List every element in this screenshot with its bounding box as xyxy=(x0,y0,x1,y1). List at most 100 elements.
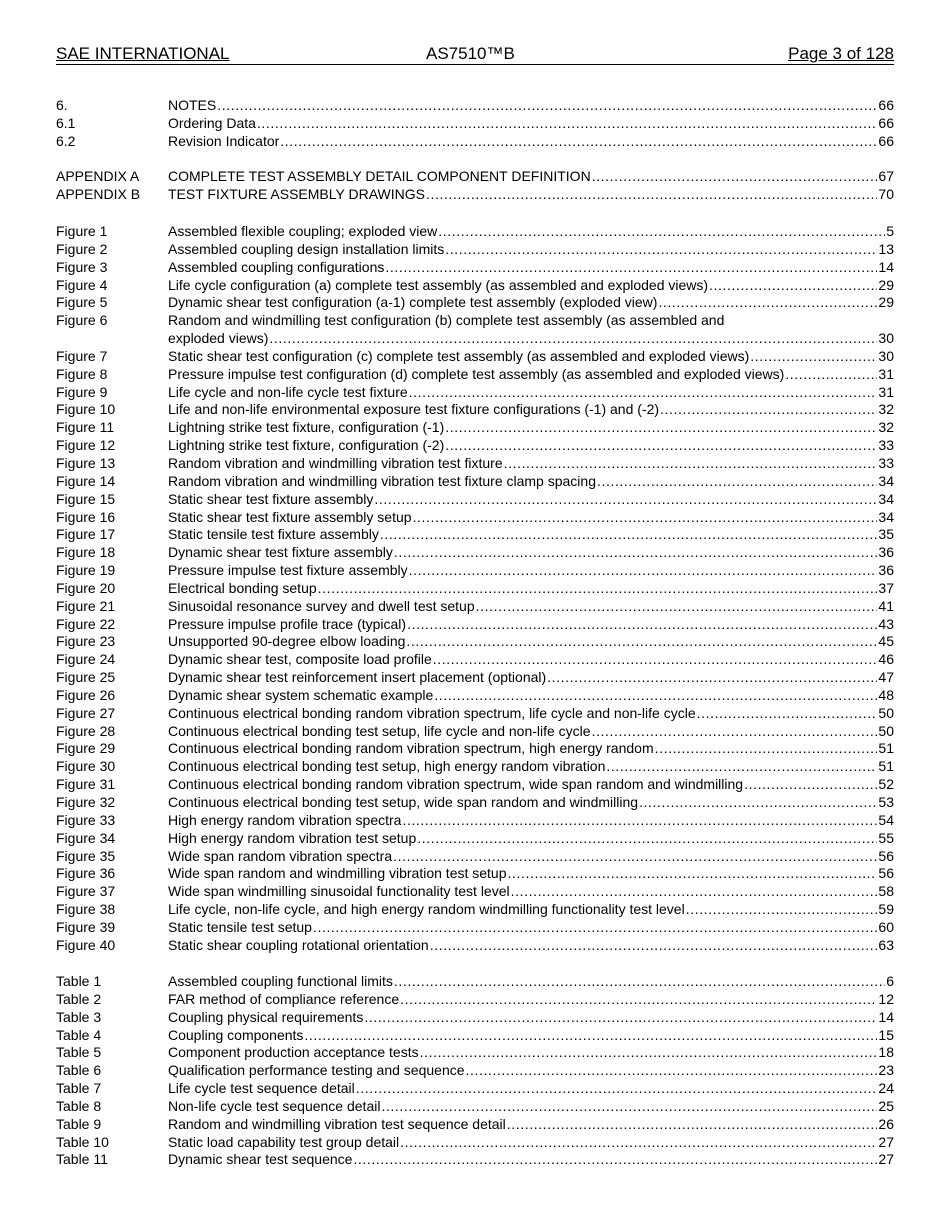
entry-page: 46 xyxy=(878,651,894,668)
dot-leader xyxy=(407,616,877,634)
toc-entry-continuation[interactable]: exploded views) 30 xyxy=(56,330,894,348)
toc-entry[interactable]: Figure 1 Assembled flexible coupling; exp… xyxy=(56,223,894,241)
dot-leader xyxy=(709,277,877,295)
dot-leader xyxy=(750,348,877,366)
toc-entry[interactable]: Figure 4 Life cycle configuration (a) com… xyxy=(56,277,894,295)
toc-entry[interactable]: Figure 15 Static shear test fixture assem… xyxy=(56,491,894,509)
dot-leader xyxy=(413,509,878,527)
toc-entry[interactable]: Table 10 Static load capability test grou… xyxy=(56,1134,894,1152)
toc-entry[interactable]: Figure 26 Dynamic shear system schematic … xyxy=(56,687,894,705)
toc-entry[interactable]: Figure 7 Static shear test configuration … xyxy=(56,348,894,366)
dot-leader xyxy=(280,133,877,151)
toc-entry[interactable]: Figure 8 Pressure impulse test configurat… xyxy=(56,366,894,384)
dot-leader xyxy=(592,168,878,186)
toc-entry[interactable]: Figure 18 Dynamic shear test fixture asse… xyxy=(56,544,894,562)
dot-leader xyxy=(269,330,877,348)
toc-entry[interactable]: Table 3 Coupling physical requirements 14 xyxy=(56,1009,894,1027)
entry-page: 58 xyxy=(878,883,894,900)
entry-label: Table 4 xyxy=(56,1026,102,1043)
dot-leader xyxy=(508,865,878,883)
entry-page: 24 xyxy=(878,1080,894,1097)
toc-entry[interactable]: Figure 3 Assembled coupling configuration… xyxy=(56,259,894,277)
toc-entry[interactable]: Figure 36 Wide span random and windmillin… xyxy=(56,865,894,883)
toc-entry[interactable]: Table 6 Qualification performance testing… xyxy=(56,1062,894,1080)
toc-entry[interactable]: Figure 13 Random vibration and windmillin… xyxy=(56,455,894,473)
entry-label: Figure 18 xyxy=(56,544,116,561)
toc-entry[interactable]: Table 11 Dynamic shear test sequence 27 xyxy=(56,1151,894,1169)
entry-title: Static shear test fixture assembly setup xyxy=(168,508,412,525)
toc-entry[interactable]: Figure 32 Continuous electrical bonding t… xyxy=(56,794,894,812)
entry-label: Figure 34 xyxy=(56,829,116,846)
toc-entry[interactable]: Figure 9 Life cycle and non-life cycle te… xyxy=(56,384,894,402)
toc-entry[interactable]: Figure 28 Continuous electrical bonding t… xyxy=(56,723,894,741)
entry-title: Random and windmilling test configuratio… xyxy=(168,312,725,329)
entry-page: 59 xyxy=(878,901,894,918)
toc-entry[interactable]: Table 4 Coupling components 15 xyxy=(56,1027,894,1045)
toc-entry[interactable]: 6.2 Revision Indicator 66 xyxy=(56,133,894,151)
toc-entry[interactable]: Figure 37 Wide span windmilling sinusoida… xyxy=(56,883,894,901)
entry-label: Figure 21 xyxy=(56,597,116,614)
toc-entry[interactable]: Figure 21 Sinusoidal resonance survey and… xyxy=(56,598,894,616)
entry-label: Figure 5 xyxy=(56,294,108,311)
entry-page: 13 xyxy=(878,240,894,257)
entry-title: Life cycle configuration (a) complete te… xyxy=(168,276,709,293)
toc-entry[interactable]: Table 5 Component production acceptance t… xyxy=(56,1044,894,1062)
toc-entry[interactable]: Figure 10 Life and non-life environmental… xyxy=(56,401,894,419)
toc-entry[interactable]: Figure 31 Continuous electrical bonding r… xyxy=(56,776,894,794)
toc-entry[interactable]: 6. NOTES 66 xyxy=(56,97,894,115)
entry-page: 34 xyxy=(878,490,894,507)
toc-entry[interactable]: Figure 19 Pressure impulse test fixture a… xyxy=(56,562,894,580)
toc-entry[interactable]: Figure 29 Continuous electrical bonding r… xyxy=(56,740,894,758)
toc-entry[interactable]: Figure 38 Life cycle, non-life cycle, and… xyxy=(56,901,894,919)
toc-entry[interactable]: Table 1 Assembled coupling functional lim… xyxy=(56,973,894,991)
entry-title: Life cycle test sequence detail xyxy=(168,1080,355,1097)
toc-entry[interactable]: Figure 5 Dynamic shear test configuration… xyxy=(56,294,894,312)
entry-title: High energy random vibration spectra xyxy=(168,811,402,828)
toc-entry[interactable]: APPENDIX A COMPLETE TEST ASSEMBLY DETAIL … xyxy=(56,168,894,186)
entry-page: 18 xyxy=(878,1044,894,1061)
dot-leader xyxy=(511,883,878,901)
toc-entry[interactable]: Table 8 Non-life cycle test sequence deta… xyxy=(56,1098,894,1116)
toc-entry[interactable]: Figure 30 Continuous electrical bonding t… xyxy=(56,758,894,776)
entry-title: Qualification performance testing and se… xyxy=(168,1062,465,1079)
toc-entry[interactable]: Figure 2 Assembled coupling design instal… xyxy=(56,241,894,259)
toc-entry[interactable]: Table 2 FAR method of compliance referenc… xyxy=(56,991,894,1009)
toc-entry[interactable]: Figure 11 Lightning strike test fixture, … xyxy=(56,419,894,437)
toc-entry[interactable]: Figure 14 Random vibration and windmillin… xyxy=(56,473,894,491)
toc-entry[interactable]: Figure 35 Wide span random vibration spec… xyxy=(56,848,894,866)
toc-entry[interactable]: Figure 34 High energy random vibration te… xyxy=(56,830,894,848)
dot-leader xyxy=(639,794,877,812)
entry-page: 70 xyxy=(878,185,894,202)
entry-title: Random vibration and windmilling vibrati… xyxy=(168,472,596,489)
toc-entry[interactable]: Figure 6 Random and windmilling test conf… xyxy=(56,312,894,330)
dot-leader xyxy=(592,723,878,741)
toc-entry[interactable]: 6.1 Ordering Data 66 xyxy=(56,115,894,133)
entry-label: Figure 9 xyxy=(56,383,108,400)
entry-title: COMPLETE TEST ASSEMBLY DETAIL COMPONENT … xyxy=(168,168,591,184)
entry-page: 30 xyxy=(878,330,894,347)
entry-label: Table 11 xyxy=(56,1151,108,1168)
toc-entry[interactable]: Figure 20 Electrical bonding setup 37 xyxy=(56,580,894,598)
entry-title: Continuous electrical bonding random vib… xyxy=(168,776,744,793)
toc-entry[interactable]: Figure 27 Continuous electrical bonding r… xyxy=(56,705,894,723)
dot-leader xyxy=(356,1080,878,1098)
toc-entry[interactable]: Figure 22 Pressure impulse profile trace … xyxy=(56,616,894,634)
toc-entry[interactable]: Figure 33 High energy random vibration sp… xyxy=(56,812,894,830)
entry-label: Figure 39 xyxy=(56,918,116,935)
toc-entry[interactable]: Table 9 Random and windmilling vibration … xyxy=(56,1116,894,1134)
toc-entry[interactable]: Figure 24 Dynamic shear test, composite l… xyxy=(56,651,894,669)
toc-entry[interactable]: Figure 12 Lightning strike test fixture, … xyxy=(56,437,894,455)
toc-sections: 6. NOTES 66 6.1 Ordering Data 66 6.2 Revision I… xyxy=(56,97,894,151)
toc-entry[interactable]: Figure 40 Static shear coupling rotationa… xyxy=(56,937,894,955)
entry-label: Figure 8 xyxy=(56,365,108,382)
toc-entry[interactable]: Figure 16 Static shear test fixture assem… xyxy=(56,509,894,527)
entry-label: Figure 15 xyxy=(56,490,116,507)
toc-entry[interactable]: Figure 39 Static tensile test setup 60 xyxy=(56,919,894,937)
toc-entry[interactable]: Figure 17 Static tensile test fixture ass… xyxy=(56,526,894,544)
toc-entry[interactable]: Table 7 Life cycle test sequence detail 24 xyxy=(56,1080,894,1098)
toc-entry[interactable]: Figure 25 Dynamic shear test reinforcemen… xyxy=(56,669,894,687)
toc-entry[interactable]: Figure 23 Unsupported 90-degree elbow loa… xyxy=(56,633,894,651)
toc-entry[interactable]: APPENDIX B TEST FIXTURE ASSEMBLY DRAWINGS… xyxy=(56,186,894,204)
entry-page: 66 xyxy=(878,132,894,149)
dot-leader xyxy=(417,830,877,848)
